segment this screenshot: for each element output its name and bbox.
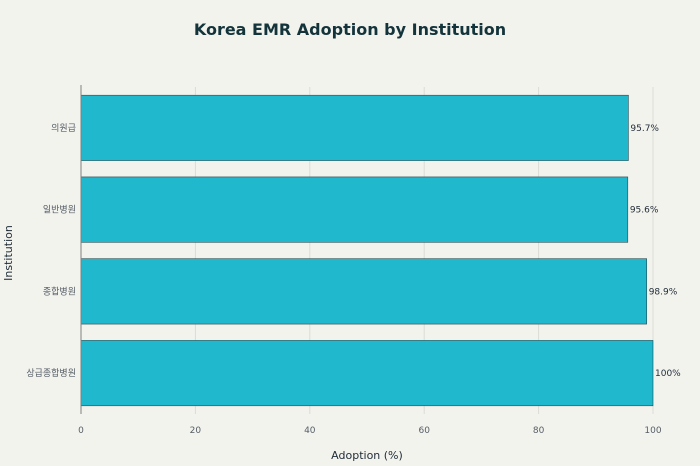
bar-value-label: 95.7% [630, 124, 659, 134]
bar [80, 258, 647, 325]
y-tick-label: 의원급 [51, 123, 76, 134]
x-tick-label: 80 [533, 426, 545, 436]
bar [80, 340, 654, 407]
x-tick-label: 100 [644, 426, 661, 436]
x-tick-label: 40 [304, 426, 316, 436]
bars-layer [80, 94, 654, 407]
bar-value-label: 100% [655, 369, 681, 379]
x-tick-label: 0 [78, 426, 84, 436]
x-tick-label: 20 [190, 426, 202, 436]
x-tick-label: 60 [418, 426, 430, 436]
labels-layer: 95.7% 95.6% 98.9% 100% [630, 124, 681, 379]
y-tick-label: 일반병원 [43, 205, 76, 216]
chart-title: Korea EMR Adoption by Institution [194, 20, 506, 39]
bar-value-label: 95.6% [630, 206, 659, 216]
y-axis-title: Institution [2, 225, 15, 281]
y-tick-label: 상급종합병원 [26, 368, 76, 379]
x-axis-title: Adoption (%) [331, 449, 403, 462]
bar-value-label: 98.9% [649, 287, 678, 297]
bar [80, 176, 629, 243]
bar [80, 94, 629, 161]
y-tick-label: 종합병원 [43, 286, 76, 297]
